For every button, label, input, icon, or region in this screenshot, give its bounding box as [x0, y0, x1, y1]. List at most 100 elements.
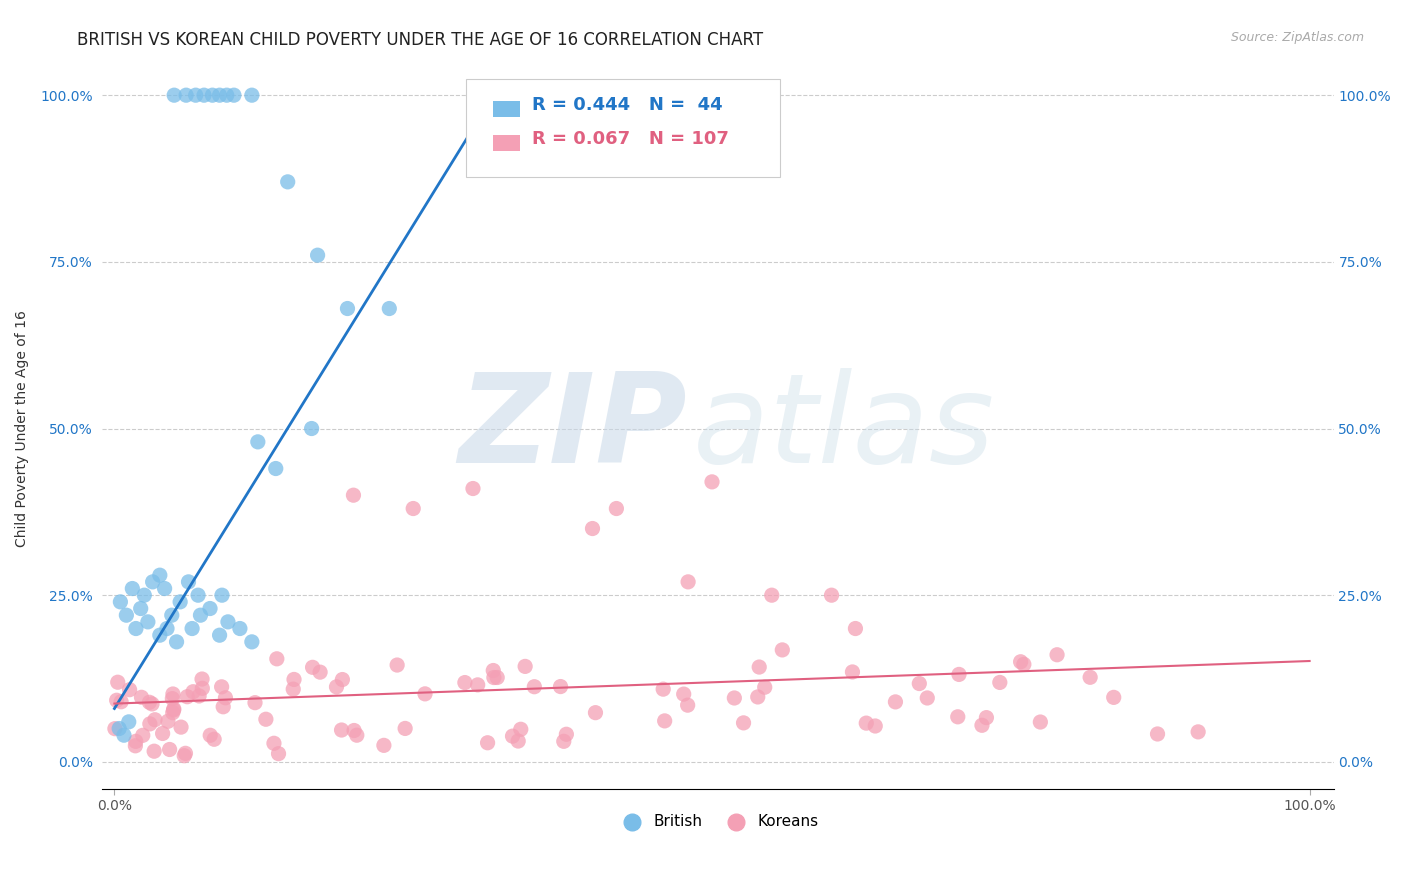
Point [502, 729, 524, 743]
Point [385, 658, 408, 673]
Point [181, 622, 204, 636]
Point [700, 475, 723, 489]
FancyBboxPatch shape [492, 136, 520, 152]
Point [174, 88, 197, 103]
Point [454, 675, 477, 690]
Point [208, 628, 231, 642]
Point [908, 676, 931, 690]
Text: atlas: atlas [693, 368, 995, 489]
Point [118, 714, 141, 729]
Point [461, 482, 484, 496]
Point [477, 736, 499, 750]
Point [748, 660, 770, 674]
Point [217, 615, 239, 629]
Point [229, 622, 252, 636]
Point [211, 588, 233, 602]
Y-axis label: Child Poverty Under the Age of 16: Child Poverty Under the Age of 16 [15, 310, 30, 547]
Point [553, 734, 575, 748]
Point [841, 665, 863, 679]
Point [467, 678, 489, 692]
Point [125, 622, 148, 636]
Point [652, 682, 675, 697]
Point [267, 747, 290, 761]
Point [486, 671, 509, 685]
Point [108, 722, 131, 736]
Point [266, 652, 288, 666]
Point [676, 698, 699, 713]
Point [191, 672, 214, 686]
Point [166, 635, 188, 649]
Point [976, 711, 998, 725]
Point [156, 622, 179, 636]
Point [754, 680, 776, 694]
Point [129, 601, 152, 615]
Point [163, 88, 186, 103]
Point [212, 699, 235, 714]
Point [761, 588, 783, 602]
Point [581, 522, 603, 536]
Point [343, 723, 366, 738]
Point [246, 434, 269, 449]
Point [240, 88, 263, 103]
Point [169, 595, 191, 609]
Point [136, 615, 159, 629]
Text: BRITISH VS KOREAN CHILD POVERTY UNDER THE AGE OF 16 CORRELATION CHART: BRITISH VS KOREAN CHILD POVERTY UNDER TH… [77, 31, 763, 49]
Point [134, 588, 156, 602]
Point [142, 574, 165, 589]
Point [948, 667, 970, 681]
Point [605, 501, 627, 516]
Point [654, 714, 676, 728]
Point [1146, 727, 1168, 741]
Point [160, 608, 183, 623]
Point [124, 739, 146, 753]
Point [125, 734, 148, 748]
Point [105, 693, 128, 707]
Point [208, 88, 231, 103]
Point [1010, 655, 1032, 669]
Text: R = 0.444   N =  44: R = 0.444 N = 44 [531, 95, 723, 113]
Point [173, 748, 195, 763]
Point [263, 736, 285, 750]
Point [115, 608, 138, 623]
Point [1102, 690, 1125, 705]
Point [723, 691, 745, 706]
Point [523, 680, 546, 694]
Point [215, 88, 238, 103]
Point [378, 301, 401, 316]
Point [946, 710, 969, 724]
Point [149, 568, 172, 582]
Point [112, 728, 135, 742]
Point [373, 739, 395, 753]
Point [301, 660, 323, 674]
Point [162, 687, 184, 701]
Point [733, 715, 755, 730]
Point [200, 728, 222, 742]
Point [336, 301, 359, 316]
Point [747, 690, 769, 704]
Point [193, 88, 215, 103]
Point [104, 722, 127, 736]
Point [162, 706, 184, 720]
Point [198, 601, 221, 615]
Point [676, 574, 699, 589]
Point [139, 717, 162, 731]
Point [413, 687, 436, 701]
Point [211, 680, 233, 694]
Point [1078, 670, 1101, 684]
Point [222, 88, 245, 103]
Point [988, 675, 1011, 690]
Point [254, 712, 277, 726]
Point [184, 88, 207, 103]
Point [342, 488, 364, 502]
Legend: British, Koreans: British, Koreans [612, 807, 825, 835]
Point [309, 665, 332, 680]
Point [156, 714, 179, 729]
Point [1029, 714, 1052, 729]
Point [202, 732, 225, 747]
Point [332, 673, 354, 687]
Point [1012, 657, 1035, 672]
Point [170, 720, 193, 734]
FancyBboxPatch shape [465, 79, 779, 177]
Point [402, 501, 425, 516]
Point [152, 726, 174, 740]
